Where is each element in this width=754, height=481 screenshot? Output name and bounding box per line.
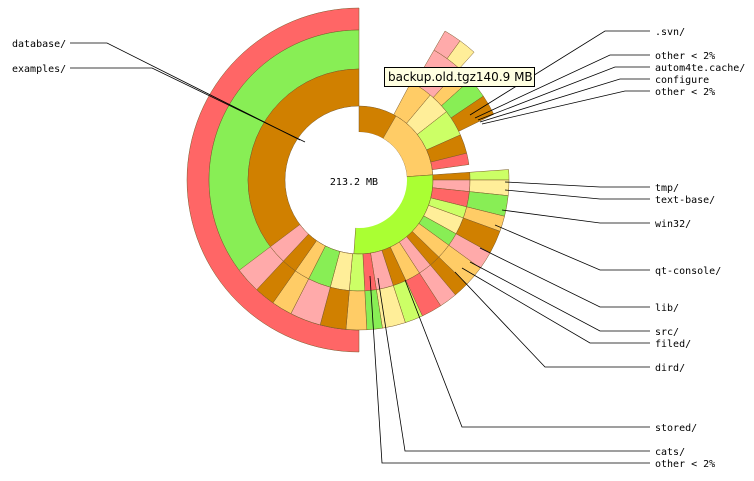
label-dird: dird/ [655, 363, 685, 374]
leader-line-15 [404, 279, 650, 428]
segment-right-outer-0[interactable] [469, 169, 510, 181]
leader-line-4 [477, 66, 650, 121]
segment-top-4[interactable] [430, 152, 470, 170]
label-other-3: other < 2% [655, 459, 715, 470]
segment-right-outer-18[interactable] [238, 246, 284, 291]
leader-line-1 [70, 67, 306, 143]
leader-line-16 [377, 277, 650, 452]
label-qt-console: qt-console/ [655, 266, 721, 277]
label-examples: examples/ [12, 64, 66, 75]
label-other-2: other < 2% [655, 87, 715, 98]
label-autom4te-cache: autom4te.cache/ [655, 63, 745, 74]
label-stored: stored/ [655, 423, 697, 434]
leader-line-5 [479, 78, 650, 123]
label-src: src/ [655, 327, 679, 338]
leader-line-6 [481, 90, 650, 125]
leader-line-11 [479, 247, 650, 308]
leader-line-0 [70, 42, 301, 141]
center-hole [311, 132, 407, 228]
leader-line-8 [504, 189, 650, 200]
leader-line-13 [461, 267, 650, 344]
segment-right-outer-13[interactable] [345, 290, 368, 331]
leader-line-10 [494, 224, 650, 271]
hover-tooltip: backup.old.tgz140.9 MB [384, 67, 535, 87]
leader-line-2 [469, 30, 650, 116]
label-win32: win32/ [655, 219, 691, 230]
label-cats: cats/ [655, 447, 685, 458]
label-configure: configure [655, 75, 709, 86]
segment-right-mid-0[interactable] [432, 171, 471, 181]
label-svn: .svn/ [655, 27, 685, 38]
center-total-label: 213.2 MB [330, 177, 378, 188]
label-database: database/ [12, 39, 66, 50]
label-tmp: tmp/ [655, 183, 679, 194]
leader-line-7 [504, 181, 650, 188]
label-lib: lib/ [655, 303, 679, 314]
leader-line-12 [469, 261, 650, 332]
label-other-1: other < 2% [655, 51, 715, 62]
label-text-base: text-base/ [655, 195, 715, 206]
leader-line-14 [454, 271, 650, 368]
leader-line-17 [369, 275, 650, 464]
label-filed: filed/ [655, 339, 691, 350]
leader-line-9 [501, 209, 650, 224]
leader-line-3 [474, 54, 650, 119]
segment-database[interactable] [247, 68, 360, 292]
